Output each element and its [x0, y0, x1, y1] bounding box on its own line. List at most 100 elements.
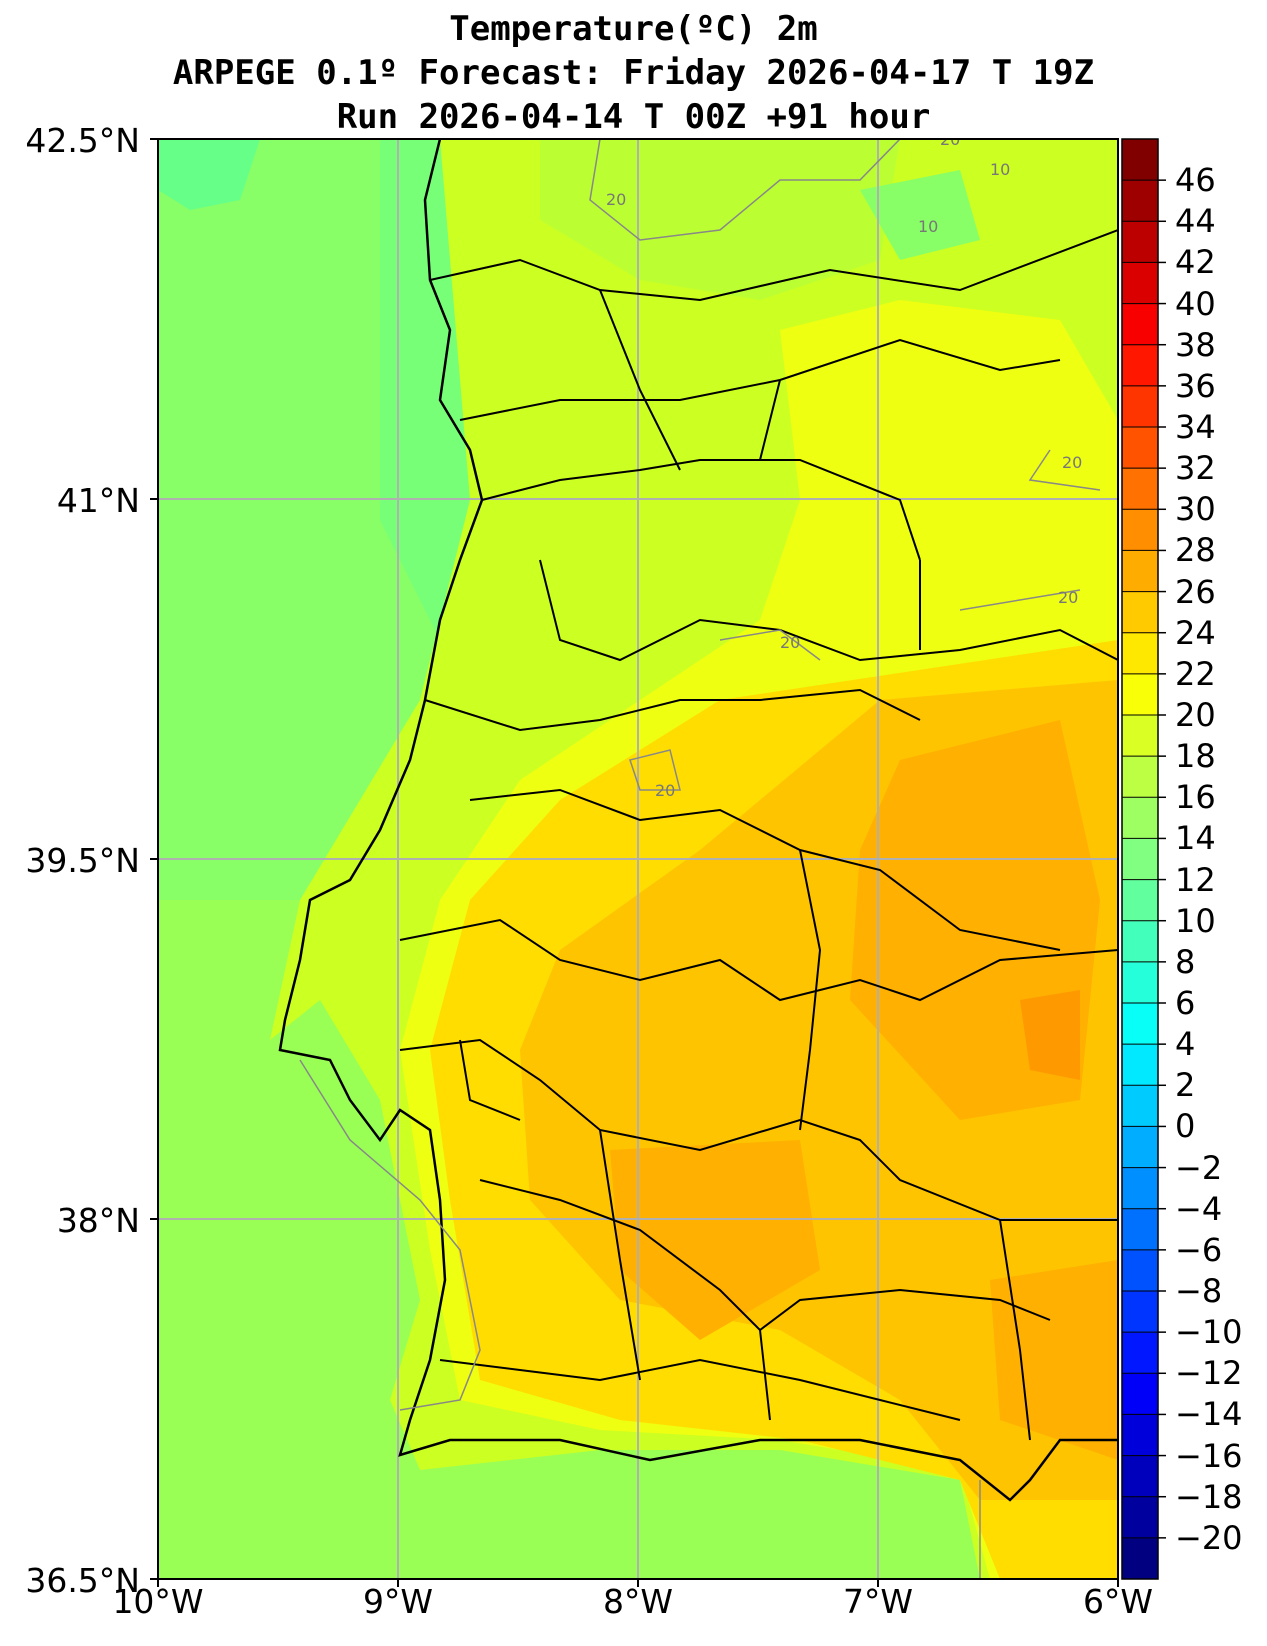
colorbar-tick-label: 6: [1175, 984, 1196, 1022]
lon-tick-label: 8°W: [602, 1582, 674, 1621]
colorbar-tick-label: 22: [1175, 654, 1216, 693]
lat-tick-label: 38°N: [56, 1201, 140, 1240]
colorbar-tick-label: −18: [1175, 1477, 1243, 1516]
colorbar-segment: [1122, 838, 1158, 881]
colorbar-segment: [1122, 385, 1158, 428]
colorbar-frame: [1121, 138, 1159, 1580]
hottest-patch: [1020, 990, 1080, 1080]
colorbar-tick-label: −4: [1175, 1189, 1223, 1228]
title-forecast: ARPEGE 0.1º Forecast: Friday 2026-04-17 …: [172, 53, 1095, 93]
colorbar-segment: [1122, 1044, 1158, 1086]
hot-core-south: [610, 1140, 820, 1340]
axis-ticks: [150, 138, 1119, 1587]
colorbar-tick-label: 28: [1175, 531, 1216, 570]
contour-label: 20: [1062, 453, 1082, 472]
contour-label: 20: [940, 130, 960, 149]
cold-patch-nw: [158, 139, 260, 210]
colorbar-segment: [1122, 344, 1158, 387]
contour-label-group: 20 20 10 10 20 20 20 20: [606, 130, 1082, 800]
colorbar: [1122, 139, 1166, 1580]
colorbar-segment: [1122, 468, 1158, 510]
colorbar-segment: [1122, 1291, 1158, 1333]
graticule: [158, 139, 1118, 1579]
contour-label: 20: [655, 781, 675, 800]
hot-core-southeast: [990, 1260, 1118, 1460]
colorbar-segment: [1122, 427, 1158, 469]
colorbar-tick-label: 14: [1175, 819, 1216, 858]
colorbar-segment: [1122, 509, 1158, 551]
colorbar-tick-label: 36: [1175, 366, 1216, 405]
colorbar-tick-label: 18: [1175, 737, 1216, 776]
colorbar-segment: [1122, 1537, 1158, 1580]
colorbar-tick-label: 12: [1175, 860, 1216, 899]
colorbar-tick-label: 46: [1175, 161, 1216, 200]
lon-tick-label: 10°W: [112, 1582, 204, 1621]
colorbar-segment: [1122, 797, 1158, 839]
colorbar-segment: [1122, 673, 1158, 716]
lon-tick-label: 9°W: [362, 1582, 434, 1621]
colorbar-tick-label: 20: [1175, 696, 1216, 734]
coastal-strip: [380, 139, 470, 640]
colorbar-segment: [1122, 1455, 1158, 1498]
colorbar-tick-label: −10: [1175, 1313, 1243, 1352]
district-boundaries: [399, 229, 1118, 1441]
colorbar-tick-label: 16: [1175, 778, 1216, 817]
colorbar-segment: [1122, 550, 1158, 593]
contour-label: 20: [606, 190, 626, 209]
colorbar-segment: [1122, 139, 1158, 181]
colorbar-tick-label: 44: [1175, 202, 1216, 241]
colorbar-tick-label: 10: [1175, 901, 1216, 940]
colorbar-segment: [1122, 1003, 1158, 1045]
colorbar-segment: [1122, 1167, 1158, 1210]
colorbar-tick-label: 34: [1175, 408, 1216, 446]
colorbar-tick-label: 0: [1175, 1107, 1196, 1146]
colorbar-segment: [1122, 1085, 1158, 1127]
colorbar-tick-label: 30: [1175, 490, 1216, 529]
contour-label: 20: [1058, 588, 1078, 607]
colorbar-tick-label: 26: [1175, 572, 1216, 611]
map-plot-area: 20 20 10 10 20 20 20 20: [158, 130, 1118, 1579]
lat-tick-label: 42.5°N: [25, 121, 140, 160]
colorbar-segment: [1122, 303, 1158, 346]
colorbar-segment: [1122, 591, 1158, 634]
colorbar-segment: [1122, 221, 1158, 263]
colorbar-tick-label: −20: [1175, 1518, 1243, 1557]
colorbar-segment: [1122, 1414, 1158, 1457]
colorbar-segment: [1122, 920, 1158, 963]
title-run: Run 2026-04-14 T 00Z +91 hour: [336, 97, 931, 137]
colorbar-tick-label: 40: [1175, 284, 1216, 323]
colorbar-segment: [1122, 879, 1158, 922]
colorbar-tick-label: 24: [1175, 613, 1216, 652]
colorbar-tick-label: −14: [1175, 1395, 1243, 1434]
lat-tick-label: 41°N: [56, 481, 140, 520]
lon-tick-label: 7°W: [842, 1582, 914, 1621]
colorbar-tick-label: −6: [1175, 1230, 1223, 1269]
lon-tick-label: 6°W: [1082, 1582, 1154, 1621]
colorbar-segment: [1122, 715, 1158, 757]
contour-label: 10: [918, 217, 938, 236]
north-cold-patch: [860, 170, 980, 260]
colorbar-tick-label: 38: [1175, 325, 1216, 364]
contour-lines: [299, 139, 1101, 1579]
colorbar-segment: [1122, 1249, 1158, 1292]
contour-label: 20: [780, 633, 800, 652]
colorbar-segment: [1122, 756, 1158, 798]
colorbar-tick-label: −16: [1175, 1436, 1243, 1475]
colorbar-segment: [1122, 1496, 1158, 1539]
colorbar-tick-label: 2: [1175, 1066, 1196, 1105]
colorbar-tick-label: −12: [1175, 1354, 1243, 1393]
title-variable: Temperature(ºC) 2m: [449, 9, 818, 49]
colorbar-segment: [1122, 180, 1158, 222]
colorbar-tick-label: −8: [1175, 1272, 1223, 1310]
lat-tick-label: 39.5°N: [25, 841, 140, 880]
colorbar-segment: [1122, 1208, 1158, 1251]
colorbar-tick-label: 8: [1175, 942, 1196, 981]
colorbar-tick-label: 42: [1175, 243, 1216, 282]
colorbar-tick-label: −2: [1175, 1148, 1223, 1187]
colorbar-segment: [1122, 632, 1158, 675]
colorbar-segment: [1122, 1126, 1158, 1169]
colorbar-segment: [1122, 961, 1158, 1004]
colorbar-tick-label: 32: [1175, 449, 1216, 488]
colorbar-segment: [1122, 262, 1158, 305]
colorbar-segment: [1122, 1332, 1158, 1374]
